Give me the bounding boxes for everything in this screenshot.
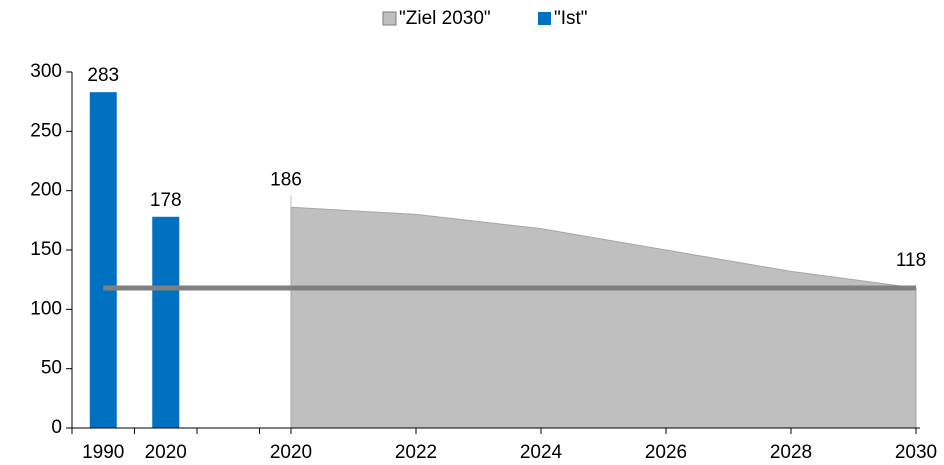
x-tick-label: 2022 xyxy=(395,442,437,463)
x-tick-label: 2026 xyxy=(645,442,687,463)
data-label: 283 xyxy=(87,65,119,86)
x-tick-label: 2028 xyxy=(770,442,812,463)
data-label: 118 xyxy=(896,250,926,271)
legend-label: "Ist" xyxy=(554,8,588,29)
data-label: 186 xyxy=(270,169,302,190)
x-tick-label: 2020 xyxy=(270,442,312,463)
legend-swatch xyxy=(538,12,551,25)
x-tick-label: 2024 xyxy=(520,442,563,463)
bar xyxy=(89,92,117,428)
bar xyxy=(152,216,180,428)
y-tick-label: 200 xyxy=(30,180,62,201)
y-tick-label: 150 xyxy=(30,239,62,260)
x-tick-label: 2030 xyxy=(895,442,937,463)
legend-swatch xyxy=(382,11,397,26)
y-tick-label: 0 xyxy=(51,417,62,438)
y-tick-label: 300 xyxy=(30,61,62,82)
x-tick-label: 1990 xyxy=(82,442,124,463)
x-tick-label: 2020 xyxy=(145,442,187,463)
y-tick-label: 50 xyxy=(41,358,62,379)
legend-label: "Ziel 2030" xyxy=(399,8,491,29)
data-label: 178 xyxy=(150,190,182,211)
area xyxy=(290,206,917,429)
y-tick-label: 100 xyxy=(30,298,62,319)
y-tick-label: 250 xyxy=(30,120,62,141)
legend: "Ziel 2030" "Ist" xyxy=(382,8,588,29)
